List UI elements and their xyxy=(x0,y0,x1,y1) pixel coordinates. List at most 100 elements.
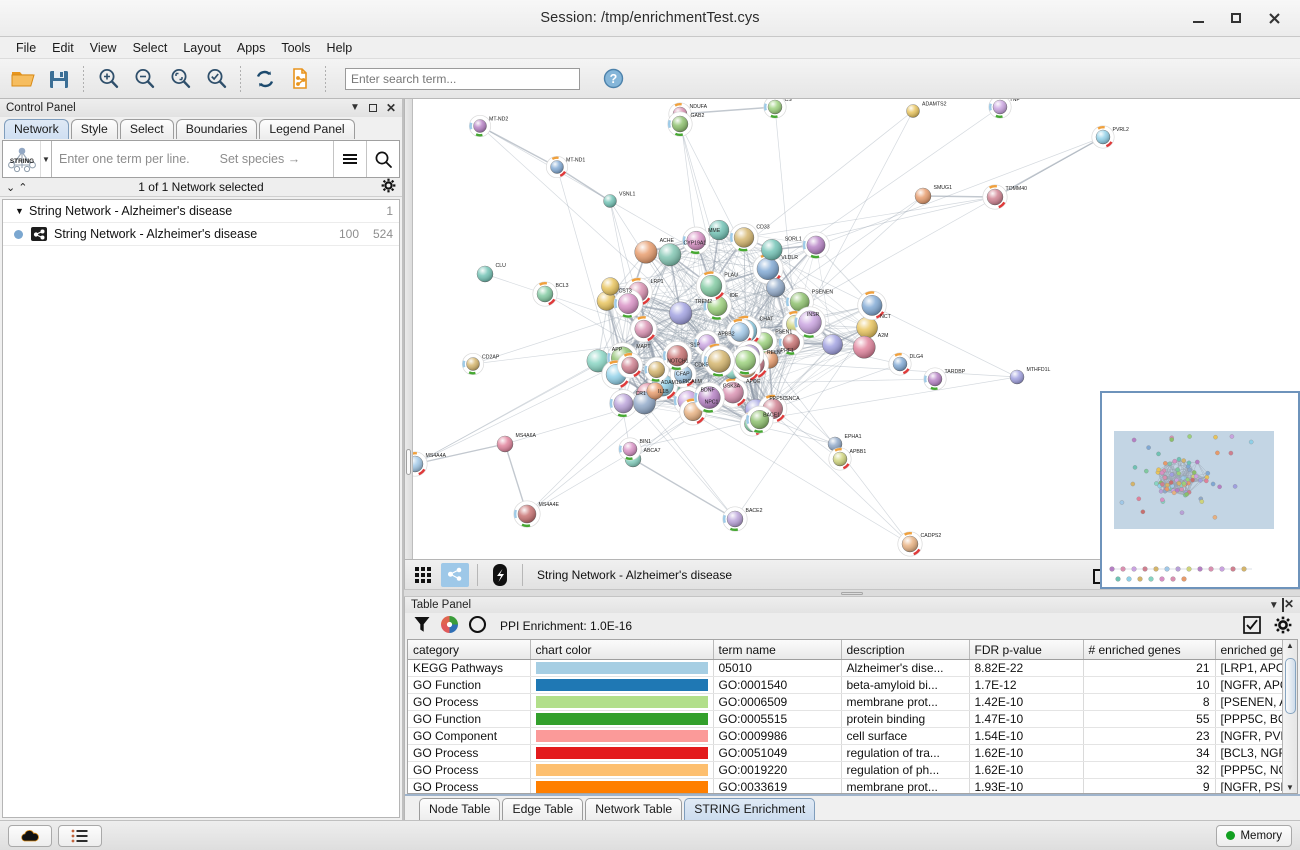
table-row[interactable]: KEGG Pathways 05010 Alzheimer's dise... 8.8… xyxy=(408,659,1297,677)
svg-text:PHF1: PHF1 xyxy=(781,348,794,354)
cell-chart-color xyxy=(530,744,714,762)
network-scroll-thumb[interactable] xyxy=(406,449,411,475)
filter-icon[interactable] xyxy=(413,615,431,638)
tab-network[interactable]: Network xyxy=(4,119,69,139)
network-tree-item[interactable]: String Network - Alzheimer's disease 100… xyxy=(3,223,399,246)
zoom-selected-icon[interactable] xyxy=(199,63,233,95)
table-row[interactable]: GO Process GO:0006509 membrane prot... 1.42… xyxy=(408,693,1297,711)
cell-chart-color xyxy=(530,761,714,779)
tab-legend-panel[interactable]: Legend Panel xyxy=(259,119,355,139)
panel-dropdown-icon[interactable]: ▼ xyxy=(350,102,360,113)
set-species-link[interactable]: Set species → xyxy=(219,152,301,166)
cell-chart-color xyxy=(530,693,714,711)
search-icon[interactable] xyxy=(366,141,399,177)
tab-edge-table[interactable]: Edge Table xyxy=(502,798,584,820)
gear-icon[interactable] xyxy=(1274,616,1292,637)
table-row[interactable]: GO Function GO:0001540 beta-amyloid bi... 1… xyxy=(408,676,1297,694)
expand-all-icon[interactable]: ⌃ xyxy=(18,181,28,194)
cell-enriched-genes: [BCL3, NGFR, GS... xyxy=(1215,744,1297,762)
cell-category: GO Process xyxy=(408,693,531,711)
maximize-button[interactable] xyxy=(1226,8,1246,28)
collapse-all-icon[interactable]: ⌄ xyxy=(6,181,16,194)
grid-view-icon[interactable] xyxy=(409,563,437,587)
table-close-icon[interactable]: ✕ xyxy=(1283,597,1294,612)
memory-status-button[interactable]: Memory xyxy=(1216,824,1292,847)
scroll-up-icon[interactable]: ▲ xyxy=(1286,641,1294,651)
splitter-grip[interactable] xyxy=(841,591,863,595)
string-query-input[interactable]: Enter one term per line. Set species → xyxy=(52,141,333,177)
tab-select[interactable]: Select xyxy=(119,119,174,139)
toolbar-divider-3 xyxy=(325,65,326,92)
refresh-icon[interactable] xyxy=(248,63,282,95)
network-tree-root[interactable]: ▼ String Network - Alzheimer's disease 1 xyxy=(3,200,399,223)
menu-help[interactable]: Help xyxy=(326,40,353,55)
svg-text:CST3: CST3 xyxy=(619,289,632,295)
svg-text:ABCA7: ABCA7 xyxy=(644,448,661,454)
zoom-in-icon[interactable] xyxy=(91,63,125,95)
network-overview-inset[interactable] xyxy=(1100,391,1300,589)
menu-tools[interactable]: Tools xyxy=(281,40,311,55)
column-header-enriched-genes[interactable]: enriched genes xyxy=(1215,640,1297,660)
horizontal-splitter[interactable] xyxy=(404,589,1300,597)
network-view-panel: MT-ND2 MT-ND1 VSNL1 NDUFA CS ADAMTS2 TNF PVRL2 S… xyxy=(404,99,1300,589)
menu-file[interactable]: File xyxy=(16,40,37,55)
network-graph[interactable]: MT-ND2 MT-ND1 VSNL1 NDUFA CS ADAMTS2 TNF PVRL2 S… xyxy=(405,99,1295,559)
zoom-out-icon[interactable] xyxy=(127,63,161,95)
column-header-category[interactable]: category xyxy=(408,640,531,660)
close-button[interactable] xyxy=(1264,8,1284,28)
table-row[interactable]: GO Process GO:0019220 regulation of ph... 1… xyxy=(408,761,1297,779)
cloud-icon[interactable] xyxy=(8,824,52,847)
column-header-chart-color[interactable]: chart color xyxy=(530,640,714,660)
menu-view[interactable]: View xyxy=(89,40,117,55)
cell-enriched-genes: [PPP5C, BCL3, N... xyxy=(1215,710,1297,728)
search-input[interactable]: Enter search term... xyxy=(345,67,580,90)
menu-layout[interactable]: Layout xyxy=(183,40,221,55)
network-annotation-icon[interactable] xyxy=(486,563,514,587)
column-header-fdr[interactable]: FDR p-value xyxy=(969,640,1084,660)
network-share-icon[interactable] xyxy=(441,562,469,587)
svg-text:BACE2: BACE2 xyxy=(746,508,763,514)
string-species-caret-icon[interactable]: ▼ xyxy=(41,141,52,177)
circle-outline-icon[interactable] xyxy=(468,615,487,637)
hamburger-icon[interactable] xyxy=(333,141,366,177)
zoom-fit-icon[interactable] xyxy=(163,63,197,95)
checkbox-icon[interactable] xyxy=(1243,615,1261,637)
table-row[interactable]: GO Component GO:0009986 cell surface 1.54E-… xyxy=(408,727,1297,745)
tab-style[interactable]: Style xyxy=(70,119,118,139)
color-swatch xyxy=(535,695,708,708)
table-vertical-scrollbar[interactable]: ▲ ▼ xyxy=(1282,640,1297,793)
menu-bar: File Edit View Select Layout Apps Tools … xyxy=(0,37,1300,59)
tab-boundaries[interactable]: Boundaries xyxy=(175,119,258,139)
table-row[interactable]: GO Function GO:0005515 protein binding 1.47… xyxy=(408,710,1297,728)
column-header-term-name[interactable]: term name xyxy=(713,640,842,660)
tab-node-table[interactable]: Node Table xyxy=(419,798,501,820)
network-vertical-scrollbar[interactable] xyxy=(405,99,413,559)
table-row[interactable]: GO Process GO:0051049 regulation of tra...… xyxy=(408,744,1297,762)
minimize-button[interactable] xyxy=(1188,8,1208,28)
menu-apps[interactable]: Apps xyxy=(236,40,266,55)
column-header-enriched-count[interactable]: # enriched genes xyxy=(1083,640,1216,660)
tab-string-enrichment[interactable]: STRING Enrichment xyxy=(684,798,816,820)
help-icon[interactable]: ? xyxy=(596,63,630,95)
svg-text:PSEN1: PSEN1 xyxy=(775,330,792,336)
svg-text:ACHE: ACHE xyxy=(660,238,675,244)
panel-close-icon[interactable]: ✕ xyxy=(385,101,396,115)
menu-edit[interactable]: Edit xyxy=(52,40,74,55)
column-header-description[interactable]: description xyxy=(841,640,970,660)
table-dropdown-icon[interactable]: ▼ xyxy=(1268,600,1279,612)
save-session-icon[interactable] xyxy=(42,63,76,95)
network-settings-gear-icon[interactable] xyxy=(381,178,396,196)
list-icon[interactable] xyxy=(58,824,102,847)
panel-float-icon[interactable] xyxy=(368,104,377,112)
table-row[interactable]: GO Process GO:0033619 membrane prot... 1.93… xyxy=(408,778,1297,794)
scroll-down-icon[interactable]: ▼ xyxy=(1286,783,1294,792)
enrichment-table-wrapper[interactable]: category chart color term name descripti… xyxy=(407,639,1298,794)
tab-network-table[interactable]: Network Table xyxy=(585,798,683,820)
menu-select[interactable]: Select xyxy=(132,40,168,55)
color-swatch xyxy=(535,729,708,742)
share-document-icon[interactable] xyxy=(284,63,318,95)
table-scroll-thumb[interactable] xyxy=(1284,658,1296,715)
open-session-icon[interactable] xyxy=(6,63,40,95)
color-palette-icon[interactable] xyxy=(440,615,459,637)
expand-triangle-icon[interactable]: ▼ xyxy=(15,206,24,216)
